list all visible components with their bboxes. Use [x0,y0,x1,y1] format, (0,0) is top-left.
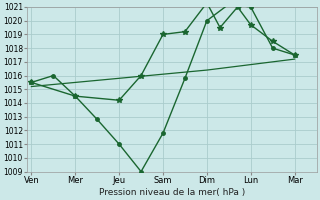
X-axis label: Pression niveau de la mer( hPa ): Pression niveau de la mer( hPa ) [99,188,245,197]
